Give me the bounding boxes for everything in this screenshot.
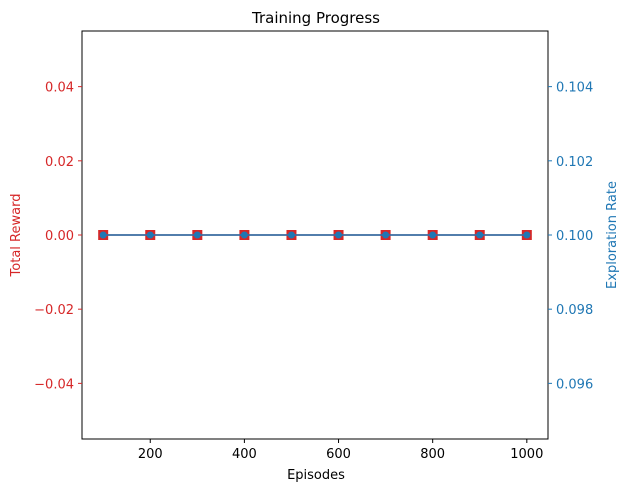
- left-y-tick-label: −0.04: [34, 377, 74, 392]
- left-y-tick-label: 0.00: [45, 229, 74, 244]
- x-tick-label: 1000: [510, 447, 543, 462]
- series-2-point: [193, 231, 201, 239]
- series-2-point: [476, 231, 484, 239]
- series-2-point: [146, 231, 154, 239]
- plot-area: [98, 230, 532, 240]
- right-y-tick-label: 0.100: [556, 229, 593, 244]
- x-tick-label: 600: [326, 447, 351, 462]
- x-axis-label: Episodes: [287, 468, 345, 483]
- x-axis: 200 400 600 800 1000: [138, 439, 543, 462]
- series-2-point: [335, 231, 343, 239]
- left-y-tick-label: −0.02: [34, 303, 74, 318]
- right-y-axis-label: Exploration Rate: [605, 181, 620, 289]
- x-tick-label: 400: [232, 447, 257, 462]
- chart-title: Training Progress: [251, 9, 380, 27]
- series-2-point: [240, 231, 248, 239]
- series-2-point: [287, 231, 295, 239]
- series-2-point: [523, 231, 531, 239]
- left-y-tick-label: 0.04: [45, 81, 74, 96]
- x-tick-label: 200: [138, 447, 163, 462]
- series-2-point: [382, 231, 390, 239]
- right-y-tick-label: 0.102: [556, 155, 593, 170]
- right-y-tick-label: 0.104: [556, 81, 593, 96]
- x-tick-label: 800: [420, 447, 445, 462]
- left-y-tick-label: 0.02: [45, 155, 74, 170]
- right-y-tick-label: 0.098: [556, 303, 593, 318]
- series-2-point: [429, 231, 437, 239]
- left-y-axis: 0.04 0.02 0.00 −0.02 −0.04: [34, 81, 82, 392]
- right-y-axis: 0.104 0.102 0.100 0.098 0.096: [548, 81, 593, 392]
- series-2-point: [99, 231, 107, 239]
- left-y-axis-label: Total Reward: [9, 194, 24, 278]
- right-y-tick-label: 0.096: [556, 377, 593, 392]
